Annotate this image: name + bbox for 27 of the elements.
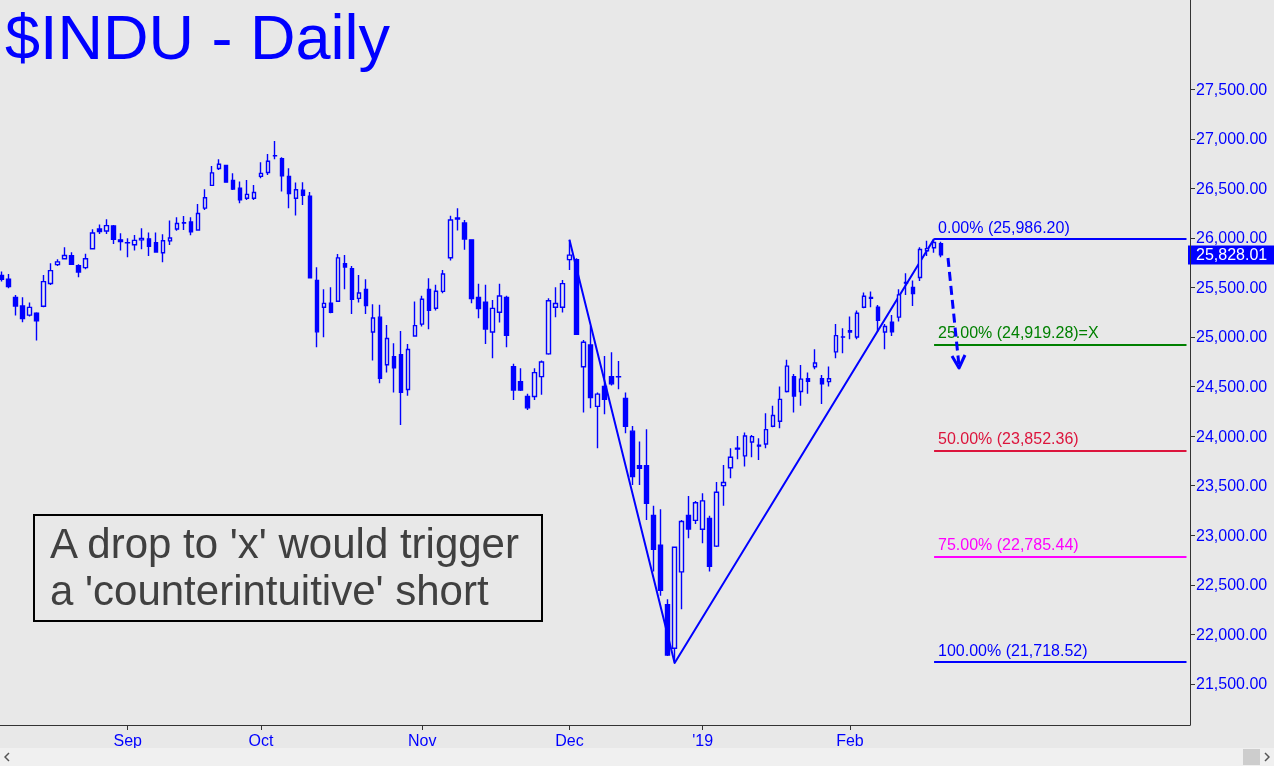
text: 25,828.01	[1196, 246, 1268, 264]
y-tick-label: 26,500.00	[1196, 179, 1268, 197]
y-tick-label: 21,500.00	[1196, 675, 1268, 693]
y-tick-label: 27,000.00	[1196, 130, 1268, 148]
y-tick-label: 22,000.00	[1196, 625, 1268, 643]
x-tick-label: Sep	[113, 731, 143, 749]
x-tick-label: Dec	[555, 731, 584, 749]
x-tick-label: '19	[692, 731, 714, 749]
ref-line-label: 0.00% (25,986.20)	[938, 218, 1070, 236]
y-tick-label: 24,000.00	[1196, 427, 1268, 445]
y-tick-label: 26,000.00	[1196, 229, 1268, 247]
y-tick-label: 23,500.00	[1196, 477, 1268, 495]
x-tick-label: Feb	[836, 731, 864, 749]
x-tick-label: Oct	[248, 731, 274, 749]
x-tick-label: Nov	[407, 731, 437, 749]
y-tick-label: 27,500.00	[1196, 80, 1268, 98]
y-tick-label: 23,000.00	[1196, 526, 1268, 544]
y-tick-label: 24,500.00	[1196, 378, 1268, 396]
y-tick-label: 25,500.00	[1196, 278, 1268, 296]
annotation: A drop to 'x' would trigger a 'counterintuitive' short	[50, 520, 531, 614]
ref-line-label: 25.00% (24,919.28)=X	[938, 324, 1099, 342]
chart-title: $INDU - Daily	[5, 1, 391, 72]
y-tick-label: 22,500.00	[1196, 576, 1268, 594]
ref-line-label: 50.00% (23,852.36)	[938, 430, 1079, 448]
ref-line-label: 100.00% (21,718.52)	[938, 641, 1088, 659]
ref-line-label: 75.00% (22,785.44)	[938, 535, 1079, 553]
y-tick-label: 25,000.00	[1196, 328, 1268, 346]
